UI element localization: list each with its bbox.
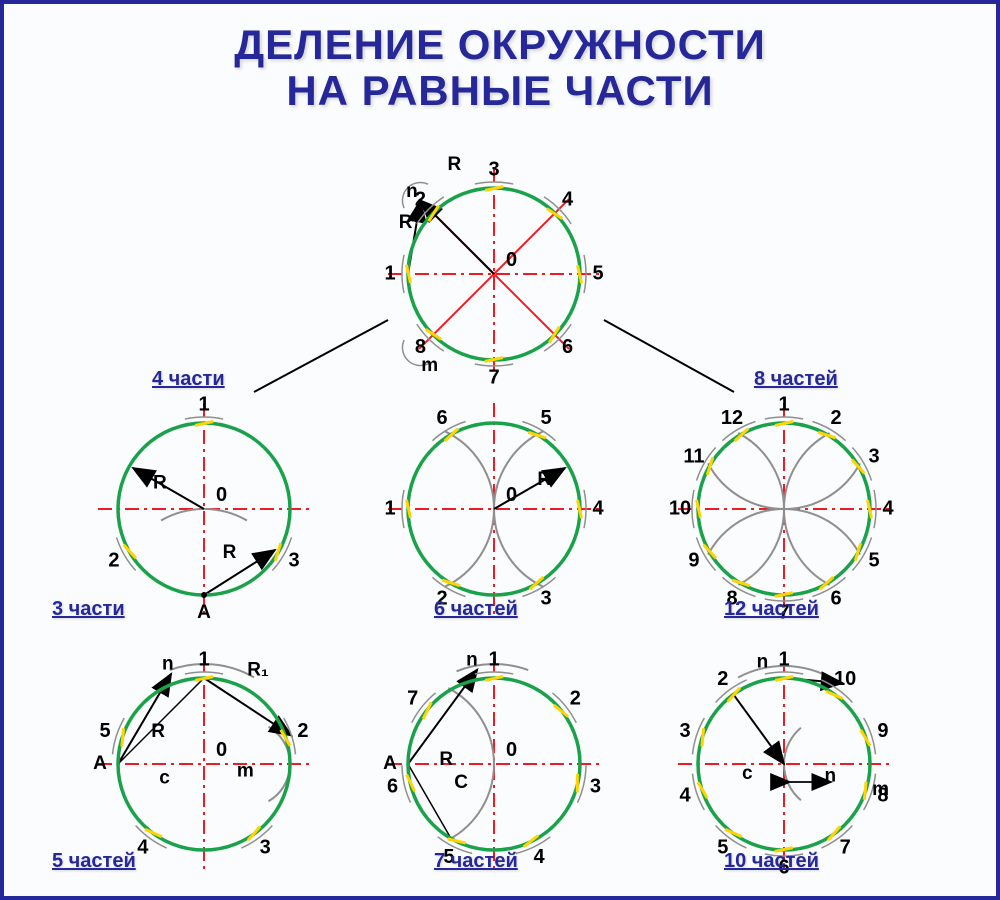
svg-text:0: 0 bbox=[506, 739, 517, 761]
diagram-d12: 123456789101112 bbox=[669, 393, 895, 623]
svg-text:A: A bbox=[383, 753, 397, 774]
svg-text:3: 3 bbox=[289, 549, 300, 571]
svg-text:10: 10 bbox=[669, 497, 691, 519]
svg-text:3: 3 bbox=[260, 836, 271, 858]
svg-text:n: n bbox=[466, 649, 478, 670]
svg-text:3: 3 bbox=[869, 445, 880, 467]
svg-text:1: 1 bbox=[778, 648, 789, 670]
svg-text:6: 6 bbox=[562, 336, 573, 358]
svg-text:5: 5 bbox=[100, 720, 111, 742]
svg-text:1: 1 bbox=[198, 393, 209, 415]
svg-text:9: 9 bbox=[877, 720, 888, 742]
svg-text:1: 1 bbox=[384, 497, 395, 519]
svg-text:R: R bbox=[439, 749, 453, 770]
svg-text:m: m bbox=[237, 760, 254, 781]
svg-text:n: n bbox=[757, 651, 769, 672]
svg-text:4: 4 bbox=[137, 836, 149, 858]
svg-text:4: 4 bbox=[562, 189, 574, 211]
svg-text:R₁: R₁ bbox=[247, 659, 269, 680]
svg-text:m: m bbox=[421, 355, 438, 376]
caption-c12: 12 частей bbox=[724, 598, 819, 621]
diagram-d6: 1234560R bbox=[384, 403, 604, 615]
svg-text:A: A bbox=[197, 602, 211, 623]
svg-text:5: 5 bbox=[540, 407, 551, 429]
svg-text:0: 0 bbox=[506, 484, 517, 506]
svg-text:R: R bbox=[537, 469, 551, 490]
poster-frame: ДЕЛЕНИЕ ОКРУЖНОСТИ НА РАВНЫЕ ЧАСТИ 12345… bbox=[0, 0, 1000, 900]
svg-text:2: 2 bbox=[830, 407, 841, 429]
caption-c3: 3 части bbox=[52, 598, 125, 621]
svg-text:n: n bbox=[162, 653, 174, 674]
svg-text:4: 4 bbox=[534, 846, 546, 868]
diagram-d5: 1 2 3 4 5 0 n R₁ R Ac m bbox=[93, 648, 310, 870]
svg-text:5: 5 bbox=[592, 262, 603, 284]
diagram-d7: 12345670nARC bbox=[383, 648, 601, 870]
svg-text:c: c bbox=[159, 767, 170, 788]
svg-text:R: R bbox=[153, 473, 167, 494]
svg-text:3: 3 bbox=[540, 587, 551, 609]
svg-text:9: 9 bbox=[688, 549, 699, 571]
svg-text:0: 0 bbox=[216, 739, 227, 761]
svg-text:2: 2 bbox=[717, 668, 728, 690]
svg-text:10: 10 bbox=[834, 668, 856, 690]
svg-text:11: 11 bbox=[683, 445, 704, 467]
svg-text:1: 1 bbox=[384, 262, 395, 284]
svg-text:m: m bbox=[872, 779, 889, 800]
svg-text:6: 6 bbox=[830, 587, 841, 609]
svg-text:R: R bbox=[399, 212, 413, 233]
diagram-canvas: 123456780nRRm1230RRA1234560R123456789101… bbox=[4, 4, 996, 896]
svg-text:1: 1 bbox=[488, 648, 499, 670]
caption-c10: 10 частей bbox=[724, 850, 819, 873]
svg-text:n: n bbox=[406, 181, 418, 202]
svg-text:0: 0 bbox=[216, 484, 227, 506]
caption-c7: 7 частей bbox=[434, 850, 518, 873]
svg-text:C: C bbox=[454, 772, 468, 793]
svg-text:R: R bbox=[447, 154, 461, 175]
svg-text:5: 5 bbox=[869, 549, 880, 571]
svg-text:3: 3 bbox=[488, 158, 499, 180]
svg-text:6: 6 bbox=[436, 407, 447, 429]
svg-text:7: 7 bbox=[407, 687, 418, 709]
svg-text:7: 7 bbox=[488, 366, 499, 388]
svg-text:0: 0 bbox=[506, 249, 517, 271]
svg-text:2: 2 bbox=[297, 720, 308, 742]
svg-text:n: n bbox=[825, 765, 837, 786]
diagram-d10: 12345678910nmcn bbox=[678, 648, 890, 878]
svg-text:R: R bbox=[151, 721, 165, 742]
caption-c4: 4 части bbox=[152, 368, 225, 391]
svg-text:4: 4 bbox=[592, 497, 604, 519]
svg-text:4: 4 bbox=[882, 497, 894, 519]
svg-text:R: R bbox=[223, 542, 237, 563]
svg-text:1: 1 bbox=[198, 648, 209, 670]
svg-text:12: 12 bbox=[721, 407, 743, 429]
svg-text:3: 3 bbox=[590, 775, 601, 797]
svg-text:7: 7 bbox=[840, 836, 851, 858]
svg-text:3: 3 bbox=[680, 720, 691, 742]
svg-text:2: 2 bbox=[570, 687, 581, 709]
caption-c8: 8 частей bbox=[754, 368, 838, 391]
svg-text:4: 4 bbox=[680, 784, 692, 806]
svg-text:1: 1 bbox=[778, 393, 789, 415]
svg-text:A: A bbox=[93, 753, 107, 774]
diagram-d3: 1 2 3 0 R R A bbox=[98, 393, 310, 623]
caption-c6: 6 частей bbox=[434, 598, 518, 621]
svg-text:2: 2 bbox=[108, 549, 119, 571]
diagram-d8: 123456780nRRm bbox=[384, 154, 603, 388]
svg-text:6: 6 bbox=[387, 775, 398, 797]
caption-c5: 5 частей bbox=[52, 850, 136, 873]
svg-text:c: c bbox=[742, 763, 753, 784]
